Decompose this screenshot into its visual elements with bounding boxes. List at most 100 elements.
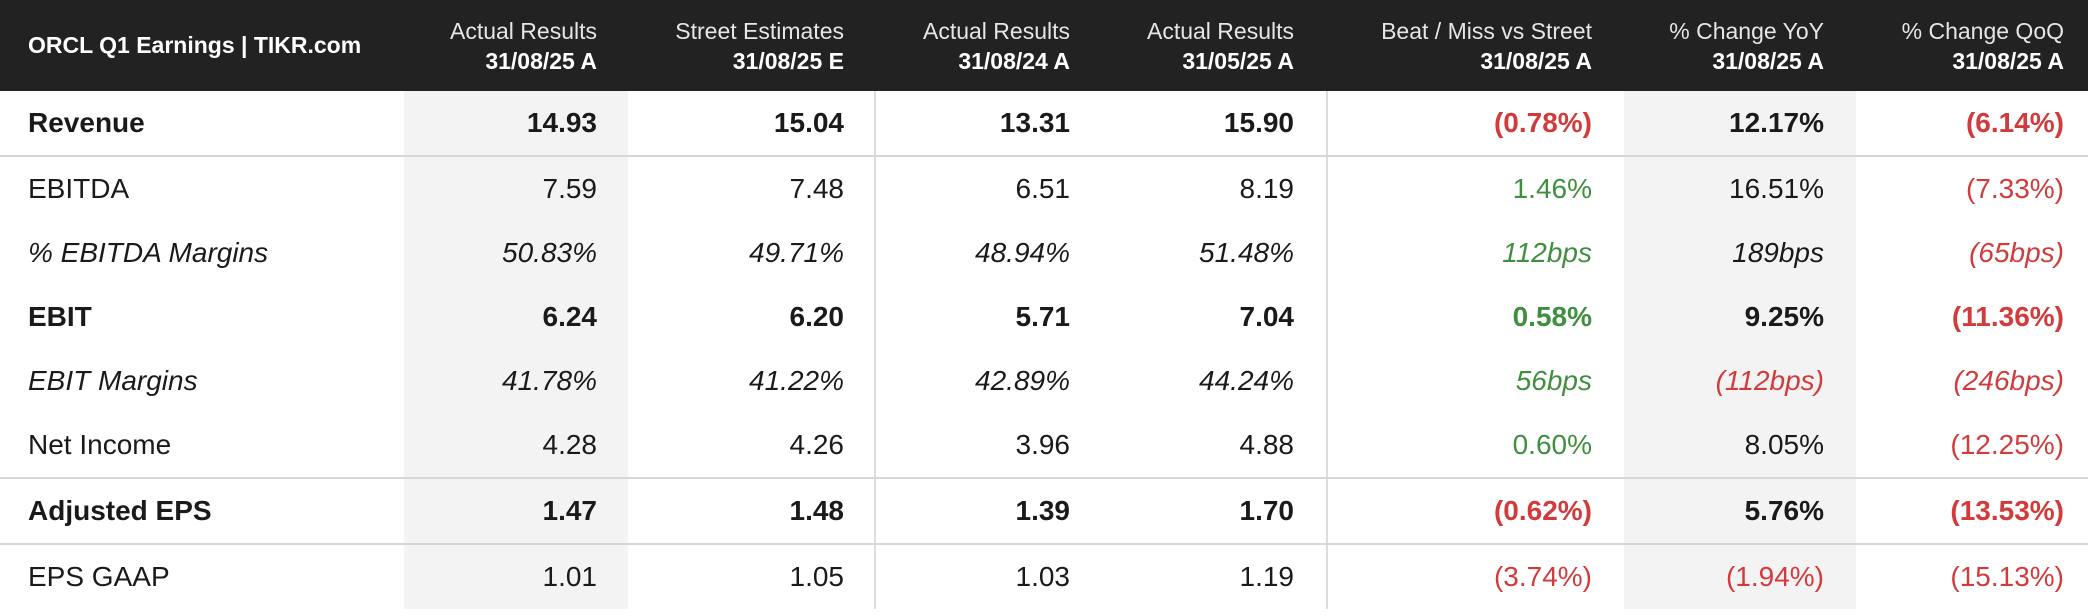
table-cell: 189bps	[1732, 237, 1824, 268]
column-shading	[1624, 221, 1856, 285]
column-header-date: 31/08/25 A	[1952, 47, 2064, 74]
column-header: Actual Results 31/05/25 A	[1100, 0, 1294, 91]
table-row: EPS GAAP 1.01 1.05 1.03 1.19 (3.74%) (1.94%) (1…	[0, 543, 2088, 609]
row-label: EBITDA	[28, 173, 130, 204]
table-row: EBIT Margins 41.78% 41.22% 42.89% 44.24% 56bp…	[0, 349, 2088, 413]
table-cell: 6.20	[789, 301, 845, 332]
column-shading	[404, 221, 628, 285]
table-cell: 9.25%	[1744, 301, 1824, 332]
table-cell: 1.47	[542, 495, 598, 526]
column-divider	[1326, 157, 1328, 221]
table-row: Adjusted EPS 1.47 1.48 1.39 1.70 (0.62%) 5.76%…	[0, 477, 2088, 543]
table-cell: 1.48	[789, 495, 845, 526]
table-cell: 7.59	[542, 173, 598, 204]
table-cell: 50.83%	[502, 237, 597, 268]
table-cell: (112bps)	[1715, 365, 1824, 396]
table-cell: 44.24%	[1199, 365, 1294, 396]
column-shading	[404, 413, 628, 477]
row-label: Adjusted EPS	[28, 495, 212, 526]
table-cell: 51.48%	[1199, 237, 1294, 268]
column-header-label: % Change YoY	[1669, 17, 1824, 44]
column-divider	[1326, 413, 1328, 477]
table-cell: 1.03	[1015, 561, 1071, 592]
table-cell: 4.26	[789, 429, 845, 460]
table-cell: 7.04	[1239, 301, 1295, 332]
column-header-label: Actual Results	[922, 17, 1070, 44]
column-shading	[404, 479, 628, 543]
table-cell: (11.36%)	[1951, 301, 2064, 332]
table-cell: 41.78%	[502, 365, 597, 396]
table-cell: (12.25%)	[1950, 429, 2064, 460]
row-label: EBIT Margins	[28, 365, 198, 396]
row-label: EBIT	[28, 301, 92, 332]
row-label: % EBITDA Margins	[28, 237, 269, 268]
table-header: ORCL Q1 Earnings | TIKR.com Actual Resul…	[0, 0, 2088, 91]
table-cell: 1.19	[1239, 561, 1295, 592]
table-cell: 1.05	[789, 561, 845, 592]
column-header-label: Street Estimates	[675, 17, 844, 44]
table-cell: 5.76%	[1744, 495, 1824, 526]
table-row: EBIT 6.24 6.20 5.71 7.04 0.58% 9.25% (11.36%)	[0, 285, 2088, 349]
column-divider	[1326, 545, 1328, 609]
table-cell: 13.31	[999, 107, 1070, 138]
table-row: EBITDA 7.59 7.48 6.51 8.19 1.46% 16.51% (7.33%)	[0, 155, 2088, 221]
column-header-label: Beat / Miss vs Street	[1381, 17, 1592, 44]
table-cell: 14.93	[526, 107, 597, 138]
column-divider	[1326, 91, 1328, 155]
table-cell: (13.53%)	[1950, 495, 2064, 526]
column-shading	[404, 545, 628, 609]
table-cell: (1.94%)	[1725, 561, 1824, 592]
table-cell: (6.14%)	[1965, 107, 2064, 138]
column-shading	[404, 349, 628, 413]
column-shading	[1624, 285, 1856, 349]
table-cell: 12.17%	[1729, 107, 1824, 138]
table-cell: 56bps	[1515, 365, 1592, 396]
column-header: Beat / Miss vs Street 31/08/25 A	[1326, 0, 1592, 91]
table-row: % EBITDA Margins 50.83% 49.71% 48.94% 51.48%…	[0, 221, 2088, 285]
row-label: Net Income	[28, 429, 172, 460]
table-body: Revenue 14.93 15.04 13.31 15.90 (0.78%) 12.17%…	[0, 91, 2088, 609]
column-shading	[1624, 157, 1856, 221]
table-cell: 5.71	[1015, 301, 1071, 332]
table-cell: 1.70	[1239, 495, 1295, 526]
column-header-label: Actual Results	[449, 17, 597, 44]
column-divider	[874, 91, 876, 155]
table-cell: (246bps)	[1953, 365, 2064, 396]
column-divider	[1326, 479, 1328, 543]
column-shading	[404, 285, 628, 349]
table-cell: 6.24	[542, 301, 598, 332]
column-header-date: 31/05/25 A	[1182, 47, 1294, 74]
table-cell: 3.96	[1015, 429, 1071, 460]
column-header: Actual Results 31/08/24 A	[876, 0, 1070, 91]
column-shading	[1624, 349, 1856, 413]
column-divider	[874, 479, 876, 543]
table-cell: (0.62%)	[1493, 495, 1592, 526]
column-header-date: 31/08/25 A	[485, 47, 597, 74]
column-divider	[874, 349, 876, 413]
table-row: Revenue 14.93 15.04 13.31 15.90 (0.78%) 12.17%…	[0, 91, 2088, 155]
table-cell: 1.39	[1015, 495, 1071, 526]
table-cell: (7.33%)	[1965, 173, 2064, 204]
column-divider	[874, 221, 876, 285]
table-cell: 8.05%	[1744, 429, 1824, 460]
column-header-label: Actual Results	[1146, 17, 1294, 44]
table-cell: 1.46%	[1512, 173, 1592, 204]
column-divider	[1326, 285, 1328, 349]
column-shading	[404, 157, 628, 221]
column-divider	[874, 413, 876, 477]
table-cell: 16.51%	[1729, 173, 1824, 204]
column-divider	[1326, 349, 1328, 413]
column-header: Street Estimates 31/08/25 E	[628, 0, 844, 91]
column-divider	[1326, 221, 1328, 285]
table-cell: 0.60%	[1512, 429, 1592, 460]
table-cell: 41.22%	[749, 365, 844, 396]
column-header-date: 31/08/25 E	[732, 47, 844, 74]
column-shading	[1624, 479, 1856, 543]
column-shading	[1624, 545, 1856, 609]
table-cell: 15.04	[773, 107, 844, 138]
table-cell: 4.88	[1239, 429, 1295, 460]
table-cell: 15.90	[1223, 107, 1294, 138]
table-row: Net Income 4.28 4.26 3.96 4.88 0.60% 8.05% (12.…	[0, 413, 2088, 477]
column-divider	[874, 545, 876, 609]
column-header-label: % Change QoQ	[1901, 17, 2064, 44]
